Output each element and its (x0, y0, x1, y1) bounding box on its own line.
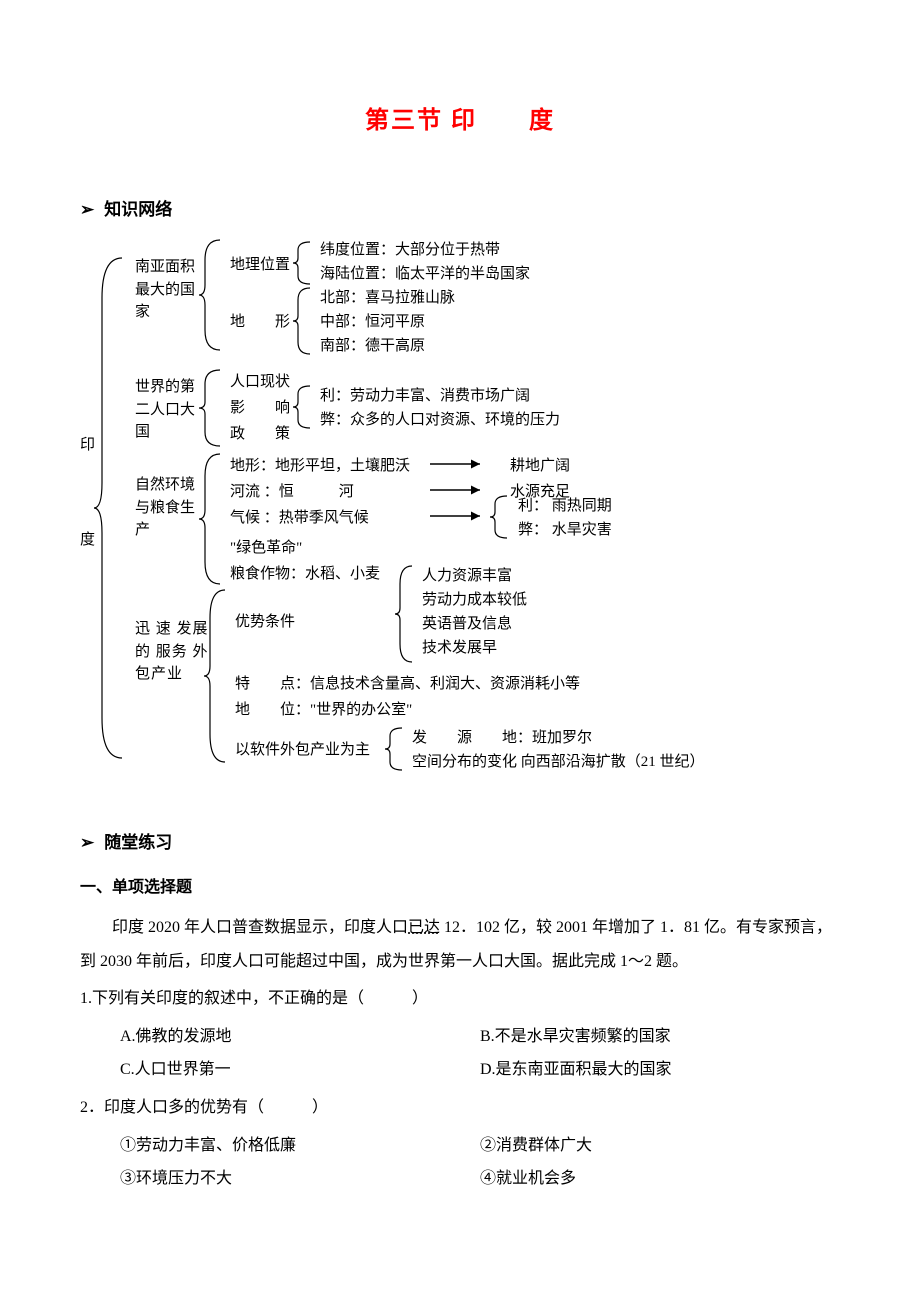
leaf-climate-con: 弊： 水旱灾害 (518, 518, 612, 542)
leaf-north: 北部：喜马拉雅山脉 (320, 286, 455, 310)
section-knowledge-network: 知识网络 (80, 195, 840, 220)
q1-stem: 1.下列有关印度的叙述中，不正确的是（ ） (80, 982, 840, 1016)
q2-stem: 2．印度人口多的优势有（ ） (80, 1091, 840, 1125)
leaf-middle: 中部：恒河平原 (320, 310, 425, 334)
leaf-disadvantage: 弊：众多的人口对资源、环境的压力 (320, 408, 560, 432)
underlined-text: 已达 (408, 919, 440, 936)
tree-root-char-2: 度 (80, 528, 95, 552)
leaf-english: 英语普及信息 (422, 612, 512, 636)
branch-outsourcing-label: 迅 速 发展 的 服务 外 包产业 (135, 618, 211, 686)
branch-population-label: 世界的第二人口大国 (135, 376, 205, 444)
q2-option-1: ①劳动力丰富、价格低廉 (120, 1129, 480, 1163)
q1-options: A.佛教的发源地 B.不是水旱灾害频繁的国家 C.人口世界第一 D.是东南亚面积… (120, 1020, 840, 1087)
q2-option-3: ③环境压力不大 (120, 1162, 480, 1196)
q1-option-c: C.人口世界第一 (120, 1053, 480, 1087)
leaf-land-sea: 海陆位置：临太平洋的半岛国家 (320, 262, 530, 286)
branch-environment-label: 自然环境与粮食生产 (135, 474, 205, 542)
node-advantage-conditions: 优势条件 (235, 610, 295, 634)
leaf-river: 河流 ：恒 河 (230, 480, 354, 504)
node-population-policy: 政 策 (230, 422, 290, 446)
q1-option-d: D.是东南亚面积最大的国家 (480, 1053, 840, 1087)
leaf-tech-early: 技术发展早 (422, 636, 497, 660)
leaf-origin: 发 源 地：班加罗尔 (412, 726, 592, 750)
exercise-heading: 一、单项选择题 (80, 873, 840, 897)
leaf-terrain-flat: 地形：地形平坦，土壤肥沃 (230, 454, 410, 478)
q2-option-2: ②消费群体广大 (480, 1129, 840, 1163)
q1-option-b: B.不是水旱灾害频繁的国家 (480, 1020, 840, 1054)
leaf-latitude: 纬度位置：大部分位于热带 (320, 238, 500, 262)
leaf-climate-pro: 利： 雨热同期 (518, 494, 612, 518)
leaf-grain-crops: 粮食作物：水稻、小麦 (230, 562, 380, 586)
leaf-hr: 人力资源丰富 (422, 564, 512, 588)
leaf-advantage: 利：劳动力丰富、消费市场广阔 (320, 384, 530, 408)
exercise-intro: 印度 2020 年人口普查数据显示，印度人口已达 12．102 亿，较 2001… (80, 911, 840, 978)
tree-root-char-1: 印 (80, 433, 95, 457)
leaf-green-revolution: "绿色革命" (230, 536, 302, 560)
node-population-status: 人口现状 (230, 370, 290, 394)
section-exercise: 随堂练习 (80, 828, 840, 853)
node-geographic-position: 地理位置 (230, 253, 290, 277)
q2-option-4: ④就业机会多 (480, 1162, 840, 1196)
leaf-labor-cost: 劳动力成本较低 (422, 588, 527, 612)
knowledge-tree: 印 度 南亚面积最大的国家 地理位置 纬度位置：大部分位于热带 海陆位置：临太平… (80, 238, 840, 798)
leaf-arable-land: 耕地广阔 (510, 454, 570, 478)
q1-option-a: A.佛教的发源地 (120, 1020, 480, 1054)
page-title: 第三节 印 度 (80, 100, 840, 135)
leaf-status: 地 位："世界的办公室" (235, 698, 412, 722)
node-software-outsourcing: 以软件外包产业为主 (235, 738, 370, 762)
leaf-south: 南部：德干高原 (320, 334, 425, 358)
node-terrain: 地 形 (230, 310, 290, 334)
leaf-features: 特 点：信息技术含量高、利润大、资源消耗小等 (235, 672, 580, 696)
leaf-spatial: 空间分布的变化 向西部沿海扩散（21 世纪） (412, 750, 705, 774)
leaf-climate: 气候 ：热带季风气候 (230, 506, 369, 530)
node-population-impact: 影 响 (230, 396, 290, 420)
q2-options: ①劳动力丰富、价格低廉 ②消费群体广大 ③环境压力不大 ④就业机会多 (120, 1129, 840, 1196)
branch-south-asia-label: 南亚面积最大的国家 (135, 256, 205, 324)
